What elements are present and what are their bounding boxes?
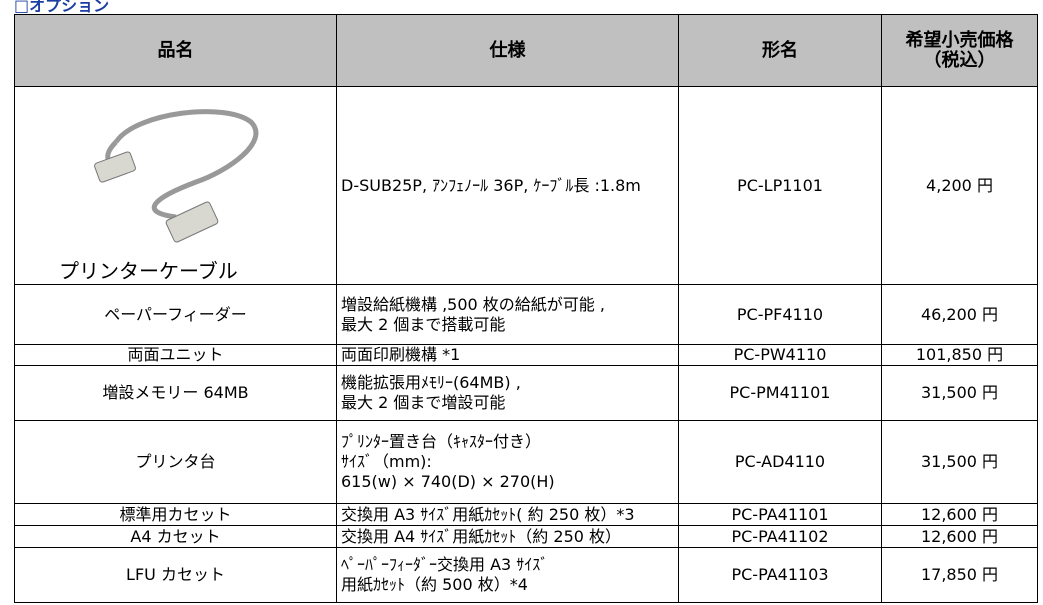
spec-cell: 機能拡張用ﾒﾓﾘｰ(64MB) , 最大 2 個まで増設可能 bbox=[336, 365, 679, 421]
table-row: 増設メモリー 64MB 機能拡張用ﾒﾓﾘｰ(64MB) , 最大 2 個まで増設可能… bbox=[14, 365, 1038, 421]
price-cell: 31,500 円 bbox=[881, 420, 1038, 504]
model-cell: PC-PM41101 bbox=[678, 365, 882, 421]
name-cell: A4 カセット bbox=[14, 525, 337, 548]
model-cell: PC-PF4110 bbox=[678, 284, 882, 345]
name-cell: ペーパーフィーダー bbox=[14, 284, 337, 345]
name-cell: プリンタ台 bbox=[14, 420, 337, 504]
connector bbox=[93, 151, 136, 183]
column-header: 形名 bbox=[678, 14, 882, 87]
spec-cell: 交換用 A3 ｻｲｽﾞ用紙ｶｾｯﾄ( 約 250 枚）*3 bbox=[336, 503, 679, 526]
name-cell: LFU カセット bbox=[14, 547, 337, 603]
name: A4 カセット bbox=[130, 526, 221, 546]
name-cell: 増設メモリー 64MB bbox=[14, 365, 337, 421]
spec-cell: 交換用 A4 ｻｲｽﾞ用紙ｶｾｯﾄ（約 250 枚） bbox=[336, 525, 679, 548]
spec-line: ﾍﾟｰﾊﾟｰﾌｨｰﾀﾞｰ交換用 A3 ｻｲｽﾞ bbox=[341, 555, 549, 574]
header-text: 仕様 bbox=[489, 39, 526, 61]
heading: □オプション bbox=[14, 0, 110, 15]
table-row: ペーパーフィーダー 増設給紙機構 ,500 枚の給紙が可能 , 最大 2 個まで搭載… bbox=[14, 284, 1038, 345]
spec-line: D-SUB25P, ｱﾝﾌｪﾉｰﾙ 36P, ｹｰﾌﾞﾙ長 :1.8m bbox=[341, 175, 641, 195]
options-table: 品名 仕様 形名 希望小売価格 （税込） プリンターケーブル D-SUB25P, ｱﾝﾌｪ… bbox=[14, 14, 1038, 603]
spec-line: 用紙ｶｾｯﾄ（約 500 枚）*4 bbox=[341, 575, 528, 594]
spec-cell: ﾍﾟｰﾊﾟｰﾌｨｰﾀﾞｰ交換用 A3 ｻｲｽﾞ 用紙ｶｾｯﾄ（約 500 枚）*4 bbox=[336, 547, 679, 603]
table-row: 標準用カセット 交換用 A3 ｻｲｽﾞ用紙ｶｾｯﾄ( 約 250 枚）*3 PC-P… bbox=[14, 503, 1038, 526]
name: プリンターケーブル bbox=[59, 259, 238, 283]
column-header: 希望小売価格 （税込） bbox=[881, 14, 1038, 87]
spec-line: 最大 2 個まで搭載可能 bbox=[341, 314, 506, 334]
name: 両面ユニット bbox=[127, 345, 224, 364]
spec-line: 615(w) × 740(D) × 270(H) bbox=[341, 472, 555, 491]
name: ペーパーフィーダー bbox=[104, 304, 247, 324]
spec-cell: ﾌﾟﾘﾝﾀｰ置き台（ｷｬｽﾀｰ付き） ｻｲｽﾞ（mm): 615(w) × 740(… bbox=[336, 420, 679, 504]
name-cell: 標準用カセット bbox=[14, 503, 337, 526]
spec-line: ｻｲｽﾞ（mm): bbox=[341, 452, 432, 471]
header-text: （税込） bbox=[923, 49, 996, 71]
price-cell: 31,500 円 bbox=[881, 365, 1038, 421]
price-cell: 4,200 円 bbox=[881, 86, 1038, 285]
spec-line: 最大 2 個まで増設可能 bbox=[341, 393, 506, 412]
name: 標準用カセット bbox=[119, 504, 232, 524]
spec-line: 交換用 A4 ｻｲｽﾞ用紙ｶｾｯﾄ（約 250 枚） bbox=[341, 526, 622, 546]
column-header: 品名 bbox=[14, 14, 337, 87]
table-body: プリンターケーブル D-SUB25P, ｱﾝﾌｪﾉｰﾙ 36P, ｹｰﾌﾞﾙ長 :… bbox=[14, 86, 1038, 603]
spec-line: ﾌﾟﾘﾝﾀｰ置き台（ｷｬｽﾀｰ付き） bbox=[341, 432, 542, 451]
table-row: LFU カセット ﾍﾟｰﾊﾟｰﾌｨｰﾀﾞｰ交換用 A3 ｻｲｽﾞ 用紙ｶｾｯﾄ（約 … bbox=[14, 547, 1038, 603]
name: 増設メモリー 64MB bbox=[102, 383, 249, 402]
model-cell: PC-PA41101 bbox=[678, 503, 882, 526]
model-cell: PC-PA41102 bbox=[678, 525, 882, 548]
header-text: 希望小売価格 bbox=[905, 29, 1014, 51]
table-row: プリンターケーブル D-SUB25P, ｱﾝﾌｪﾉｰﾙ 36P, ｹｰﾌﾞﾙ長 :… bbox=[14, 86, 1038, 285]
header-text: 品名 bbox=[157, 39, 194, 61]
table-row: A4 カセット 交換用 A4 ｻｲｽﾞ用紙ｶｾｯﾄ（約 250 枚） PC-PA41… bbox=[14, 525, 1038, 548]
column-header: 仕様 bbox=[336, 14, 679, 87]
model-cell: PC-LP1101 bbox=[678, 86, 882, 285]
price-cell: 46,200 円 bbox=[881, 284, 1038, 345]
price-cell: 17,850 円 bbox=[881, 547, 1038, 603]
spec-cell: 増設給紙機構 ,500 枚の給紙が可能 , 最大 2 個まで搭載可能 bbox=[336, 284, 679, 345]
table-row: 両面ユニット 両面印刷機構 *1 PC-PW4110 101,850 円 bbox=[14, 344, 1038, 366]
name: LFU カセット bbox=[126, 565, 225, 584]
price-cell: 12,600 円 bbox=[881, 525, 1038, 548]
header-text: 形名 bbox=[762, 39, 798, 61]
model-cell: PC-AD4110 bbox=[678, 420, 882, 504]
model-cell: PC-PW4110 bbox=[678, 344, 882, 366]
connector bbox=[165, 201, 218, 243]
header-row: 品名 仕様 形名 希望小売価格 （税込） bbox=[14, 14, 1038, 87]
spec-line: 機能拡張用ﾒﾓﾘｰ(64MB) , bbox=[341, 373, 521, 392]
spec-line: 交換用 A3 ｻｲｽﾞ用紙ｶｾｯﾄ( 約 250 枚）*3 bbox=[341, 504, 635, 524]
table-row: プリンタ台 ﾌﾟﾘﾝﾀｰ置き台（ｷｬｽﾀｰ付き） ｻｲｽﾞ（mm): 615(w) ×… bbox=[14, 420, 1038, 504]
name-cell: 両面ユニット bbox=[14, 344, 337, 366]
spec-line: 両面印刷機構 *1 bbox=[341, 345, 461, 364]
model-cell: PC-PA41103 bbox=[678, 547, 882, 603]
spec-cell: 両面印刷機構 *1 bbox=[336, 344, 679, 366]
name-cell: プリンターケーブル bbox=[14, 86, 337, 285]
price-cell: 12,600 円 bbox=[881, 503, 1038, 526]
spec-line: 増設給紙機構 ,500 枚の給紙が可能 , bbox=[341, 294, 605, 314]
spec-cell: D-SUB25P, ｱﾝﾌｪﾉｰﾙ 36P, ｹｰﾌﾞﾙ長 :1.8m bbox=[336, 86, 679, 285]
name: プリンタ台 bbox=[135, 452, 216, 471]
cable-image bbox=[93, 109, 258, 243]
price-cell: 101,850 円 bbox=[881, 344, 1038, 366]
